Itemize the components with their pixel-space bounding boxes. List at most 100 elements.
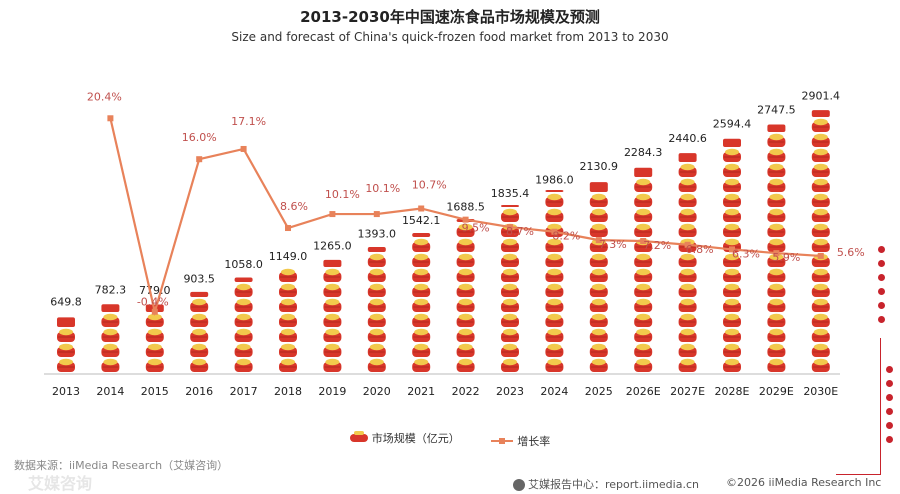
legend-item-market-size[interactable]: 市场规模（亿元） <box>349 430 460 446</box>
bar-2017[interactable] <box>234 277 253 372</box>
decorative-dot <box>878 274 885 281</box>
x-tick-label: 2028E <box>715 385 750 398</box>
bar-value-label: 2901.4 <box>802 90 841 103</box>
x-tick-label: 2022 <box>452 385 480 398</box>
growth-rate-label: 8.7% <box>506 225 534 238</box>
data-source: 数据来源：iiMedia Research（艾媒咨询） <box>14 459 229 472</box>
bar-value-label: 2594.4 <box>713 118 752 131</box>
growth-rate-label: 8.6% <box>280 200 308 213</box>
x-tick-label: 2019 <box>318 385 346 398</box>
growth-rate-point <box>462 216 469 223</box>
x-tick-label: 2023 <box>496 385 524 398</box>
bar-2018[interactable] <box>279 268 297 372</box>
bar-2029E[interactable] <box>767 124 786 372</box>
bar-value-label: 1265.0 <box>313 239 352 252</box>
x-tick-label: 2021 <box>407 385 435 398</box>
bar-value-label: 1986.0 <box>535 173 574 186</box>
x-tick-label: 2014 <box>96 385 124 398</box>
legend-label-growth-rate: 增长率 <box>517 435 551 448</box>
x-tick-label: 2024 <box>540 385 568 398</box>
x-tick-label: 2030E <box>803 385 838 398</box>
x-tick-label: 2025 <box>585 385 613 398</box>
growth-rate-label: 20.4% <box>87 90 122 103</box>
bar-value-label: 1542.1 <box>402 214 441 227</box>
bar-value-label: 2440.6 <box>668 132 707 145</box>
x-tick-label: 2026E <box>626 385 661 398</box>
x-tick-label: 2015 <box>141 385 169 398</box>
bar-2015[interactable] <box>145 304 164 373</box>
decorative-dot <box>886 436 893 443</box>
x-tick-label: 2013 <box>52 385 80 398</box>
bar-value-label: 1149.0 <box>269 250 308 263</box>
decorative-dot <box>886 422 893 429</box>
bar-2014[interactable] <box>101 304 120 372</box>
growth-rate-label: 17.1% <box>231 115 266 128</box>
bar-2023[interactable] <box>501 205 519 372</box>
x-tick-label: 2018 <box>274 385 302 398</box>
growth-rate-point <box>773 250 780 257</box>
growth-rate-point <box>551 228 558 235</box>
bar-2025[interactable] <box>589 182 608 372</box>
bar-value-label: 782.3 <box>95 283 127 296</box>
growth-rate-label: 5.9% <box>772 251 800 264</box>
bar-2016[interactable] <box>190 291 209 372</box>
growth-rate-point <box>240 145 247 152</box>
bar-2030E[interactable] <box>811 110 830 372</box>
growth-rate-label: 6.8% <box>686 243 714 256</box>
growth-rate-label: 10.1% <box>365 182 400 195</box>
bar-2021[interactable] <box>412 232 431 372</box>
growth-rate-label: 5.6% <box>837 246 865 259</box>
bar-value-label: 1058.0 <box>224 258 263 271</box>
growth-rate-point <box>373 211 380 218</box>
legend: 市场规模（亿元） 增长率 <box>0 430 900 449</box>
growth-rate-point <box>196 156 203 163</box>
growth-rate-point <box>285 225 291 232</box>
bar-2027E[interactable] <box>678 153 697 372</box>
growth-rate-label: 10.7% <box>412 178 447 191</box>
watermark: 艾媒咨询 <box>28 474 93 493</box>
growth-rate-point <box>817 252 824 259</box>
bar-value-label: 2130.9 <box>580 160 619 173</box>
growth-rate-line <box>109 118 821 317</box>
bar-value-label: 2284.3 <box>624 146 663 159</box>
growth-rate-label: 8.2% <box>552 230 580 243</box>
x-tick-label: 2020 <box>363 385 391 398</box>
decorative-dot <box>878 260 885 267</box>
decorative-line-horizontal <box>836 474 881 475</box>
bar-value-label: 1688.5 <box>446 201 485 214</box>
chart-title: 2013-2030年中国速冻食品市场规模及预测 <box>300 8 600 26</box>
decorative-dot <box>878 316 885 323</box>
decorative-dot <box>886 394 893 401</box>
can-icon <box>349 431 368 442</box>
growth-rate-label: 6.3% <box>732 247 760 260</box>
bar-2020[interactable] <box>367 247 386 372</box>
bar-value-label: 2747.5 <box>757 104 796 117</box>
bar-2024[interactable] <box>545 190 564 372</box>
growth-rate-label: 9.5% <box>462 222 490 235</box>
decorative-dot <box>886 408 893 415</box>
bar-value-label: 649.8 <box>50 296 82 309</box>
growth-rate-point <box>729 246 735 253</box>
growth-rate-label: 7.2% <box>643 239 671 252</box>
growth-rate-label: 10.1% <box>325 188 360 201</box>
growth-rate-label: -0.4% <box>137 296 169 309</box>
growth-rate-point <box>595 237 602 244</box>
x-tick-label: 2029E <box>759 385 794 398</box>
footer-report[interactable]: 艾媒报告中心：report.iimedia.cn <box>513 476 699 492</box>
growth-rate-label: 16.0% <box>182 131 217 144</box>
decorative-dot <box>886 366 893 373</box>
footer-copyright: ©2026 iiMedia Research Inc <box>726 476 882 489</box>
bar-2013[interactable] <box>57 317 75 372</box>
x-tick-label: 2016 <box>185 385 213 398</box>
legend-item-growth-rate[interactable]: 增长率 <box>491 433 550 449</box>
decorative-dot <box>886 380 893 387</box>
bar-2022[interactable] <box>456 219 475 372</box>
decorative-dot <box>878 302 885 309</box>
growth-rate-point <box>329 211 336 218</box>
legend-label-market-size: 市场规模（亿元） <box>371 432 460 445</box>
bar-2019[interactable] <box>323 259 342 372</box>
line-marker-icon <box>491 438 514 444</box>
bar-2026E[interactable] <box>634 167 653 372</box>
bar-value-label: 1393.0 <box>358 228 397 241</box>
growth-rate-point <box>107 115 114 122</box>
